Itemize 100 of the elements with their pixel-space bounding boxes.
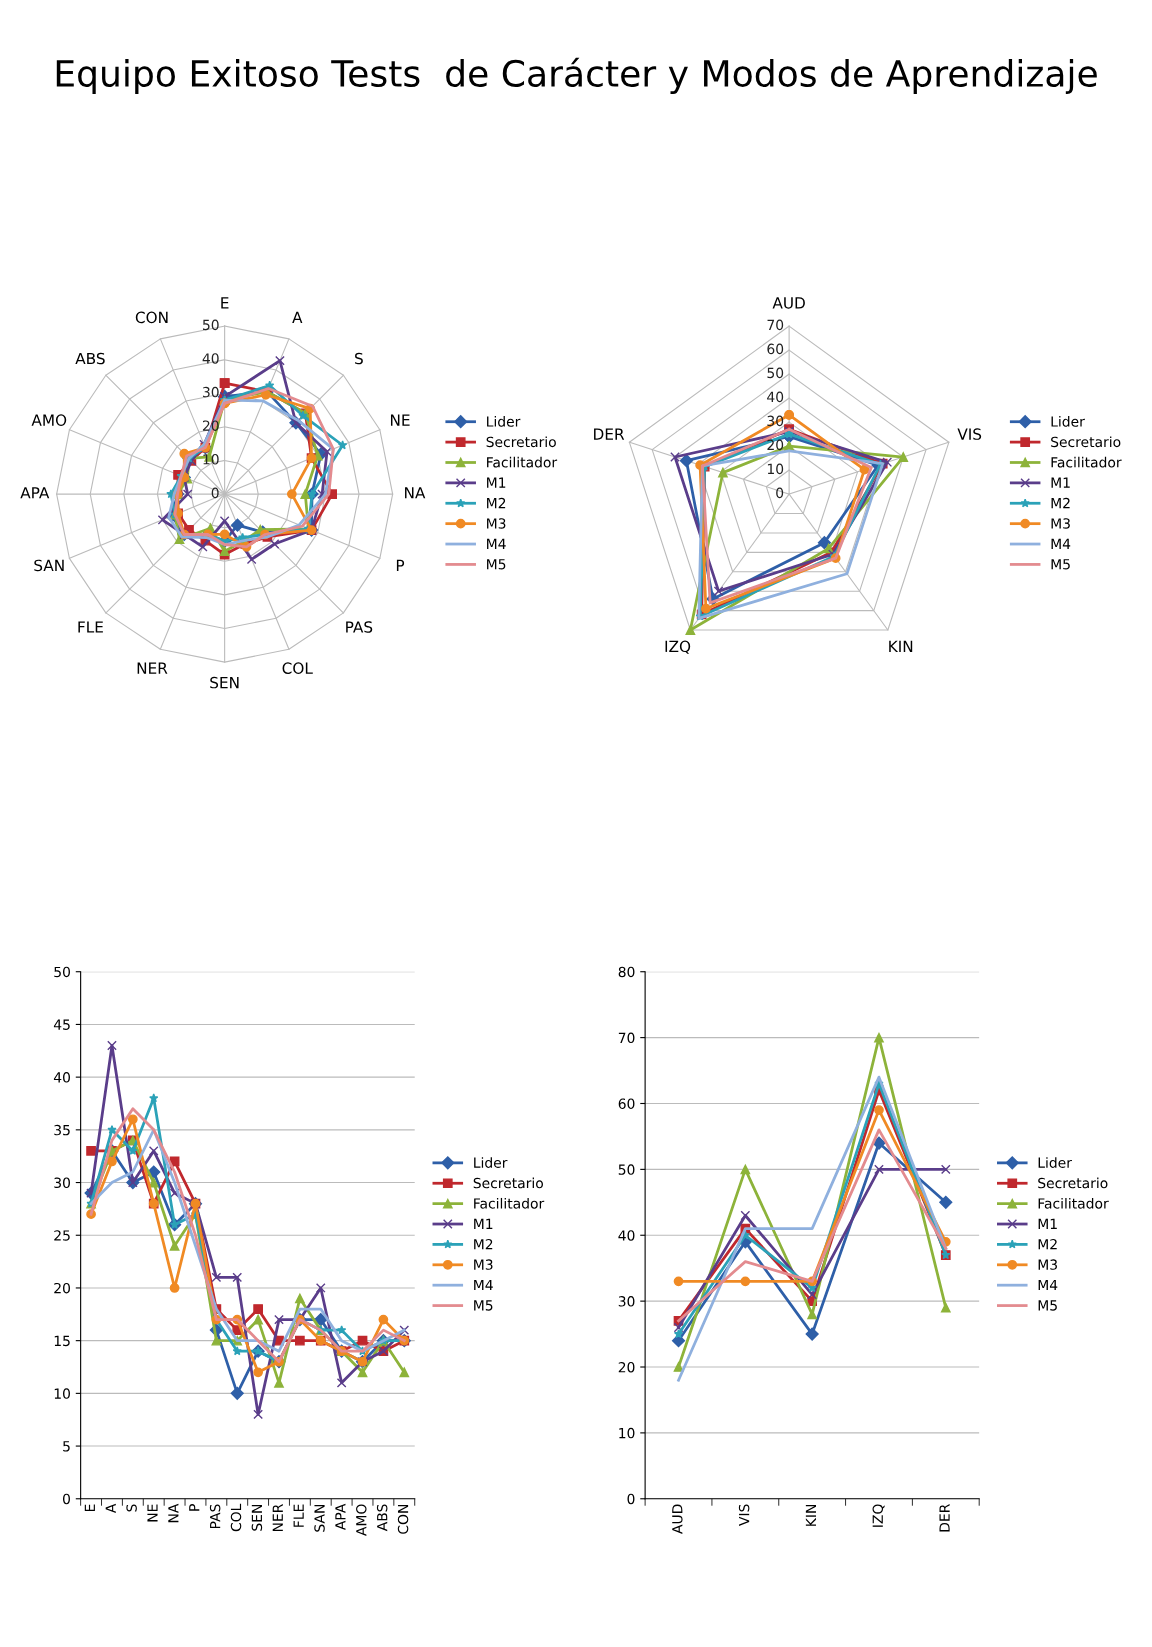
spoke-label: APA	[20, 487, 50, 499]
legend-label: M4	[487, 538, 506, 549]
y-tick-label: 80	[618, 966, 635, 978]
spoke-label: VIS	[957, 428, 982, 440]
spoke-label: COL	[282, 662, 313, 674]
legend-label: M1	[1051, 477, 1070, 488]
x-tick-label: NA	[168, 1503, 179, 1523]
legend-label: Facilitador	[1038, 1197, 1109, 1209]
y-tick-label: 70	[767, 319, 784, 331]
spoke-label: SEN	[210, 676, 239, 689]
y-tick-label: 20	[54, 1282, 70, 1294]
y-tick-label: 70	[618, 1032, 635, 1044]
legend-label: Facilitador	[487, 456, 558, 468]
legend-label: M3	[1051, 518, 1070, 529]
x-tick-label: P	[189, 1504, 200, 1511]
x-tick-label: ABS	[376, 1504, 388, 1532]
y-tick-label: 0	[63, 1493, 70, 1505]
spoke-label: S	[355, 352, 363, 365]
x-tick-label: E	[84, 1504, 95, 1512]
y-tick-label: 50	[767, 367, 784, 379]
x-tick-label: APA	[335, 1503, 346, 1531]
y-tick-label: 40	[53, 1072, 70, 1083]
legend-label: M1	[487, 477, 506, 488]
legend-label: M2	[1051, 497, 1070, 509]
legend-label: M5	[1051, 559, 1070, 570]
y-tick-label: 10	[619, 1427, 635, 1439]
y-tick-label: 50	[203, 319, 219, 331]
y-tick-label: 25	[54, 1230, 70, 1241]
spoke-label: NE	[390, 414, 410, 426]
spoke-label: AMO	[31, 414, 67, 426]
y-tick-label: 50	[618, 1164, 635, 1175]
y-tick-label: 30	[202, 386, 219, 398]
spoke-label: NA	[405, 487, 426, 499]
legend-label: Lider	[1038, 1157, 1072, 1168]
legend-label: M3	[474, 1259, 493, 1270]
x-tick-label: CON	[397, 1505, 409, 1534]
x-tick-label: SEN	[251, 1505, 263, 1531]
legend-label: Lider	[487, 416, 521, 427]
legend-label: Secretario	[486, 436, 556, 448]
legend-label: M3	[487, 518, 506, 529]
y-tick-label: 35	[54, 1124, 70, 1136]
x-tick-label: SAN	[314, 1505, 325, 1532]
x-tick-label: NE	[147, 1504, 158, 1522]
x-tick-label: KIN	[805, 1505, 816, 1526]
legend-label: M2	[487, 497, 506, 509]
spoke-label: P	[396, 559, 405, 571]
x-tick-label: COL	[230, 1503, 242, 1532]
y-tick-label: 15	[54, 1335, 70, 1347]
y-tick-label: 20	[767, 439, 784, 451]
spoke-label: E	[221, 297, 229, 309]
spoke-label: PAS	[346, 621, 373, 633]
legend-label: M2	[1038, 1238, 1057, 1250]
y-tick-label: 40	[767, 391, 784, 403]
spoke-label: ABS	[75, 352, 105, 365]
y-tick-label: 40	[618, 1230, 635, 1241]
legend-label: M1	[474, 1218, 493, 1229]
legend-label: M5	[474, 1300, 493, 1311]
y-tick-label: 0	[627, 1493, 635, 1505]
legend-label: M1	[1038, 1218, 1057, 1229]
spoke-label: KIN	[889, 640, 913, 652]
legend-label: Facilitador	[474, 1197, 545, 1209]
y-tick-label: 5	[63, 1441, 70, 1452]
y-tick-label: 0	[776, 487, 784, 499]
spoke-label: A	[292, 311, 303, 323]
y-tick-label: 30	[618, 1296, 635, 1307]
y-tick-label: 10	[54, 1388, 70, 1399]
legend-label: M5	[487, 559, 506, 570]
x-tick-label: PAS	[209, 1504, 221, 1529]
y-tick-label: 30	[54, 1177, 70, 1189]
y-tick-label: 60	[767, 343, 784, 355]
legend-label: Facilitador	[1051, 456, 1122, 468]
y-tick-label: 10	[767, 463, 784, 475]
spoke-label: CON	[135, 311, 168, 324]
y-tick-label: 40	[202, 353, 219, 364]
x-tick-label: VIS	[738, 1504, 750, 1526]
spoke-label: AUD	[772, 297, 805, 309]
spoke-label: SAN	[34, 559, 64, 572]
x-tick-label: A	[105, 1503, 116, 1514]
legend-label: M5	[1038, 1300, 1057, 1311]
legend-label: M4	[474, 1279, 493, 1291]
x-tick-label: IZQ	[872, 1504, 885, 1527]
y-tick-label: 20	[618, 1361, 635, 1373]
spoke-label: DER	[594, 428, 625, 440]
x-tick-label: DER	[939, 1504, 950, 1532]
x-tick-label: AMO	[356, 1504, 367, 1536]
spoke-label: IZQ	[665, 640, 691, 654]
legend-label: M3	[1038, 1259, 1057, 1270]
spoke-label: NER	[137, 662, 168, 674]
x-tick-label: AUD	[672, 1504, 683, 1534]
legend-label: Lider	[474, 1157, 508, 1168]
legend-label: M4	[1051, 538, 1071, 549]
legend-label: M4	[1038, 1279, 1058, 1291]
x-tick-label: NER	[272, 1504, 283, 1532]
spoke-label: FLE	[78, 621, 103, 633]
legend-label: Lider	[1051, 416, 1085, 427]
y-tick-label: 45	[53, 1019, 70, 1030]
legend-label: Secretario	[1038, 1177, 1108, 1189]
chart-title: Equipo Exitoso Tests de Carácter y Modos de Aprendizaje	[56, 57, 1097, 95]
y-tick-label: 60	[618, 1098, 635, 1109]
legend-label: Secretario	[473, 1177, 543, 1189]
